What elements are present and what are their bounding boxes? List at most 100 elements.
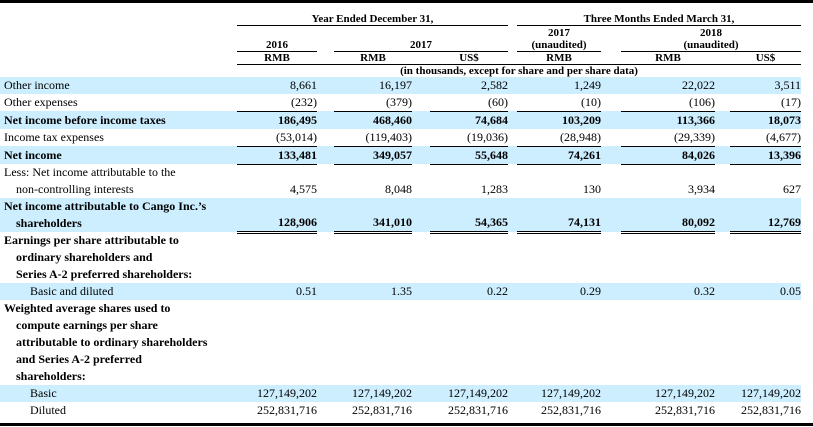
header-spacer xyxy=(0,64,237,77)
row-pad xyxy=(801,300,813,385)
table-row: Other income 8,661 16,197 2,582 1,249 22,022 3… xyxy=(0,76,813,94)
row-label-line: Income tax expenses xyxy=(4,130,104,144)
year-label: 2017 xyxy=(548,26,571,39)
gap xyxy=(508,129,517,147)
value-cell: 18,073 xyxy=(730,111,802,129)
value-cell: 0.32 xyxy=(621,283,716,300)
group-year-ended-dec31: Year Ended December 31, xyxy=(237,3,509,26)
value-cell: 2,582 xyxy=(430,76,509,94)
gap xyxy=(317,111,334,129)
value-cell: 16,197 xyxy=(334,76,412,94)
row-pad xyxy=(801,402,813,419)
value-cell: (232) xyxy=(237,93,317,112)
row-label-line: Basic and diluted xyxy=(30,284,114,298)
row-label: Other expenses xyxy=(0,94,237,112)
table-row: Basic and diluted 0.51 1.35 0.22 0.29 0.32 0.0… xyxy=(0,283,813,300)
value-cell: (29,339) xyxy=(621,128,716,147)
gap xyxy=(317,76,334,94)
gap xyxy=(508,385,518,402)
gap xyxy=(601,283,622,300)
currency-rmb: RMB xyxy=(334,51,412,65)
value-cell: 130 xyxy=(583,182,602,196)
value-cell: 84,026 xyxy=(621,146,716,165)
row-pad xyxy=(801,129,813,147)
currency-rmb: RMB xyxy=(237,51,317,65)
income-statement-table: Year Ended December 31, Three Months End… xyxy=(0,3,813,419)
header-spacer xyxy=(0,51,237,64)
row-label-line: Other expenses xyxy=(4,95,78,109)
value-cell: (379) xyxy=(334,93,412,112)
gap xyxy=(601,25,621,51)
value-cell: 74,684 xyxy=(430,111,509,129)
row-label-line: compute earnings per share xyxy=(16,318,158,332)
row-label-line: shareholders: xyxy=(16,369,86,383)
value-cell: 0.51 xyxy=(237,283,317,300)
gap xyxy=(317,94,334,112)
unaudited-note: (unaudited) xyxy=(531,38,587,51)
header-spacer xyxy=(0,25,237,51)
row-label-line: Other income xyxy=(4,77,70,92)
year-label: 2016 xyxy=(266,38,288,51)
gap xyxy=(412,129,430,147)
value-cell: 3,511 xyxy=(730,76,802,94)
gap xyxy=(715,402,730,419)
gap xyxy=(317,402,334,419)
value-cell: 252,831,716 xyxy=(352,403,412,417)
gap xyxy=(317,51,334,65)
value-cell: 252,831,716 xyxy=(448,403,509,417)
gap xyxy=(601,76,622,94)
table-row: Income tax expenses (53,014) (119,403) (19,… xyxy=(0,128,813,147)
row-pad xyxy=(801,146,813,164)
row-label-line: and Series A-2 preferred xyxy=(16,352,142,366)
value-cell: 128,906 xyxy=(237,198,317,234)
row-pad xyxy=(801,164,813,198)
gap xyxy=(508,164,517,198)
gap xyxy=(412,283,430,300)
row-label: Net income before income taxes xyxy=(0,111,237,129)
value-cell: 341,010 xyxy=(334,198,412,234)
value-cell: 8,661 xyxy=(237,76,317,94)
gap xyxy=(412,402,430,419)
gap xyxy=(412,94,430,112)
row-pad xyxy=(801,385,813,402)
gap xyxy=(715,164,730,198)
value-cell: (19,036) xyxy=(430,128,509,147)
currency-rmb: RMB xyxy=(517,51,602,65)
gap xyxy=(715,94,730,112)
value-cell: 0.22 xyxy=(430,283,509,300)
value-cell: 22,022 xyxy=(621,76,716,94)
gap xyxy=(317,164,334,198)
header-spacer xyxy=(0,3,237,25)
value-cell: 127,149,202 xyxy=(430,385,509,402)
row-label: Basic xyxy=(0,385,237,402)
row-label-line: Net income before income taxes xyxy=(4,112,166,127)
gap xyxy=(508,146,518,164)
row-label-line: Less: Net income attributable to the xyxy=(4,165,176,179)
row-label: Other income xyxy=(0,76,237,94)
gap xyxy=(715,198,731,232)
value-cell: (119,403) xyxy=(334,128,412,147)
gap xyxy=(508,198,518,232)
row-label-line: attributable to ordinary shareholders xyxy=(16,335,208,349)
value-cell: 103,209 xyxy=(517,111,602,129)
row-pad xyxy=(801,25,813,51)
value-cell: 80,092 xyxy=(621,198,716,234)
year-label: 2018 xyxy=(700,26,723,39)
value-cell: (28,948) xyxy=(517,128,602,147)
gap xyxy=(317,25,334,51)
value-cell: 12,769 xyxy=(730,198,802,234)
currency-usd: US$ xyxy=(430,51,509,65)
gap xyxy=(601,146,622,164)
gap xyxy=(715,111,731,129)
col-year-2016: 2016 xyxy=(237,25,317,52)
table-row: Net income 133,481 349,057 55,648 74,261 84,0… xyxy=(0,146,813,165)
row-label: Basic and diluted xyxy=(0,283,237,300)
value-cell: 252,831,716 xyxy=(541,403,602,417)
gap xyxy=(601,402,621,419)
value-cell: 468,460 xyxy=(334,111,412,129)
row-label-line: Net income xyxy=(4,148,62,162)
gap xyxy=(601,111,622,129)
gap xyxy=(508,94,517,112)
value-cell: 74,261 xyxy=(517,146,602,165)
period-group-header-row: Year Ended December 31, Three Months End… xyxy=(0,3,813,26)
